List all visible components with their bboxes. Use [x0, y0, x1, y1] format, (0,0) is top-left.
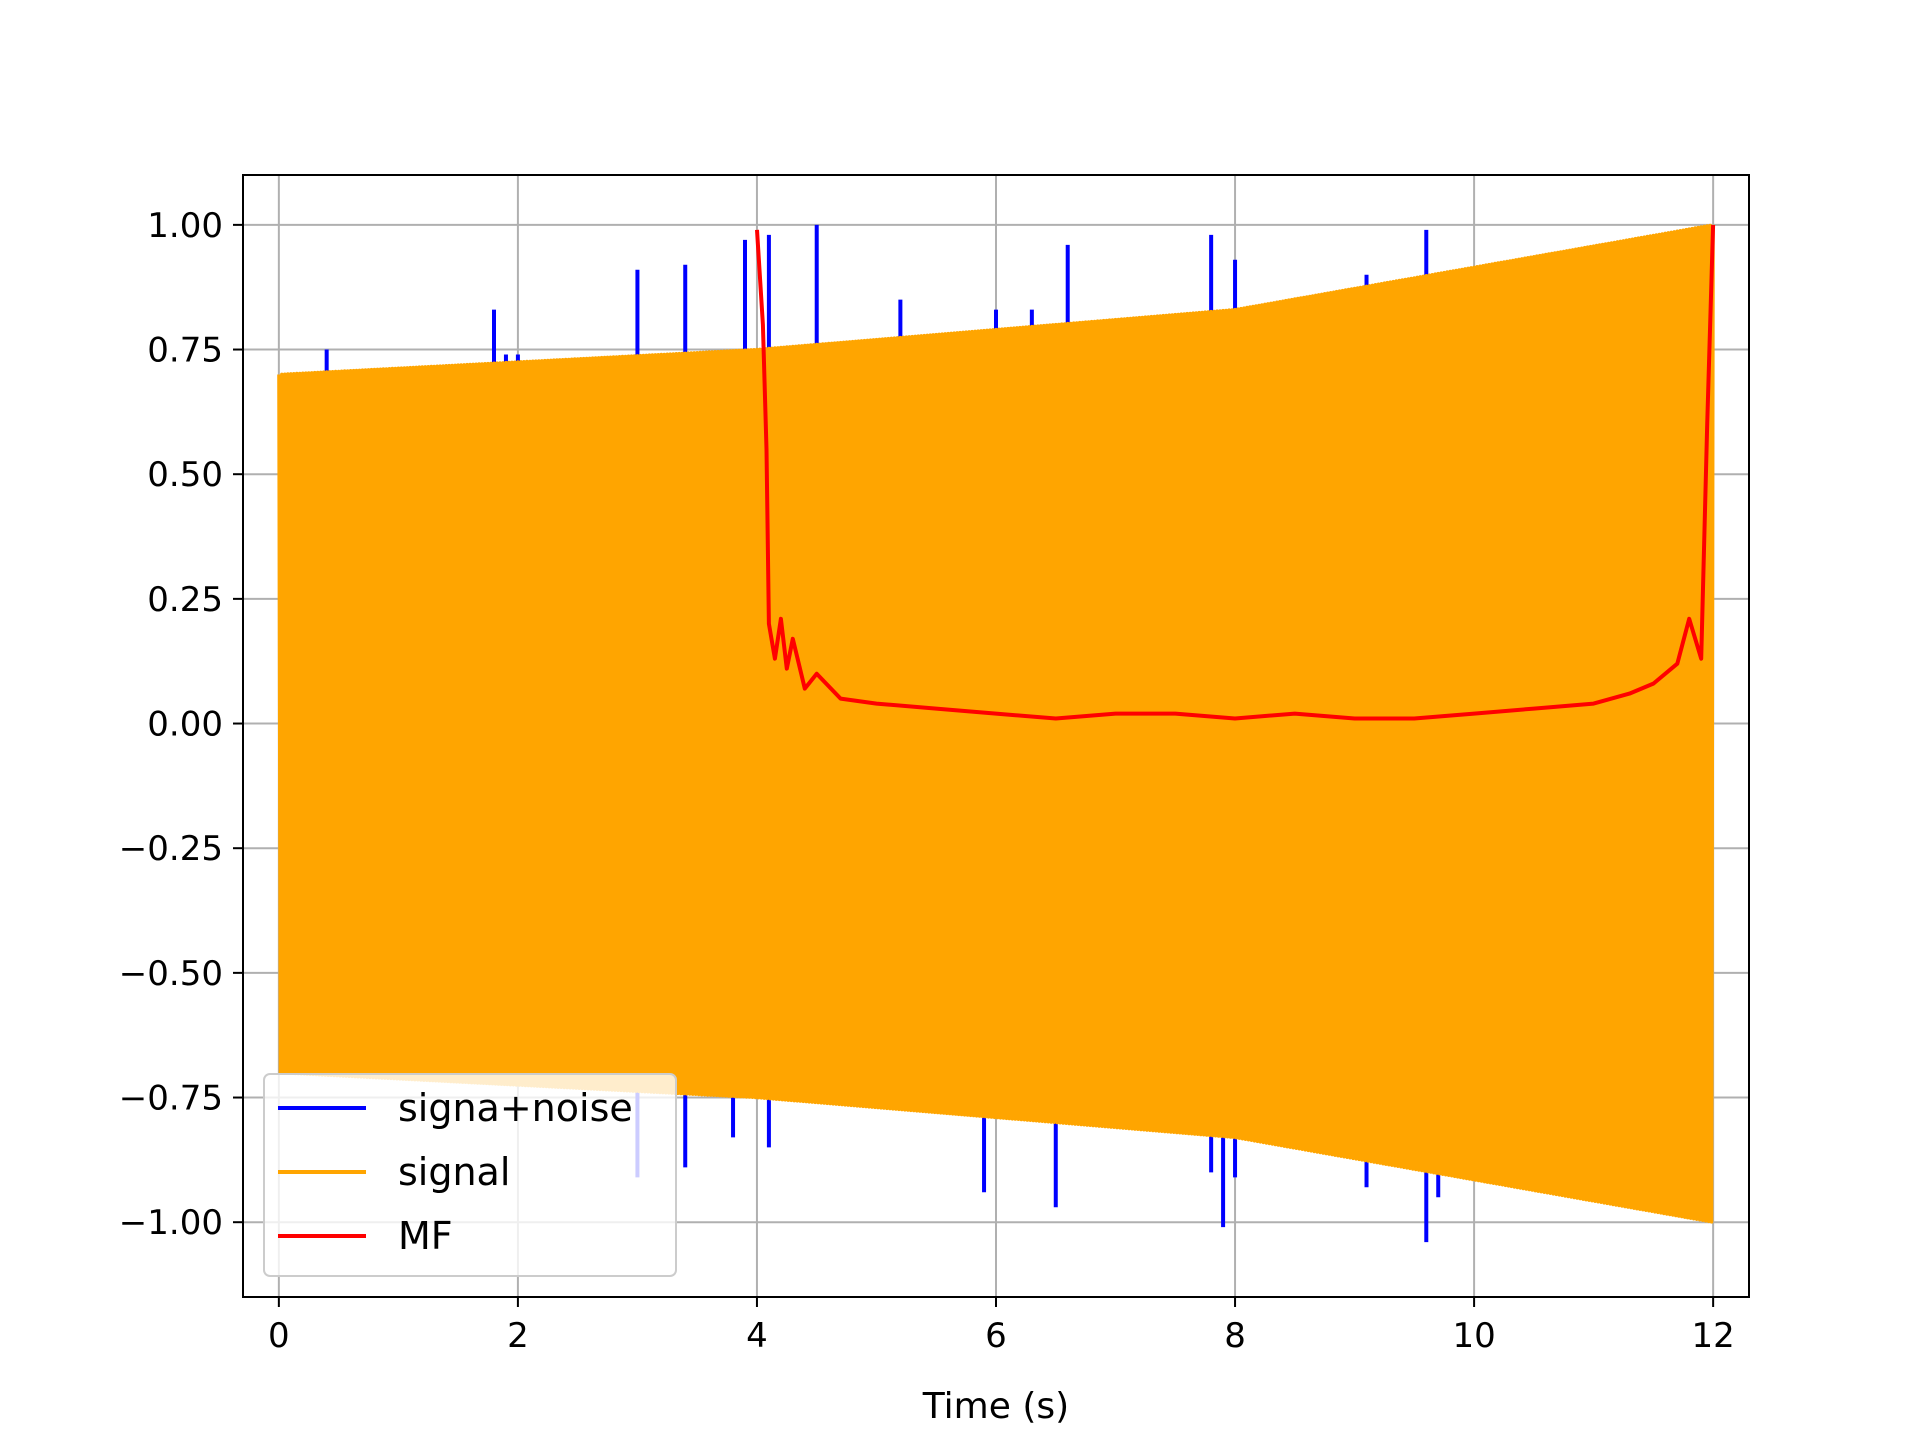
series-mf-line	[755, 224, 1716, 721]
legend-label: MF	[398, 1214, 453, 1258]
y-tick-label: 0.25	[147, 580, 223, 620]
y-tick-label: 0.75	[147, 331, 223, 371]
x-axis-label: Time (s)	[922, 1386, 1069, 1427]
legend-label: signa+noise	[398, 1086, 633, 1130]
series-signal-line	[277, 223, 1715, 1224]
x-tick-label: 2	[507, 1316, 529, 1356]
y-tick-label: 1.00	[147, 206, 223, 246]
x-tick-label: 6	[985, 1316, 1007, 1356]
y-tick-label: 0.00	[147, 705, 223, 745]
legend: signa+noise signal MF	[263, 1073, 677, 1277]
y-tick-label: −1.00	[119, 1203, 223, 1243]
axis-ticks: 0 2 4 6 8 10 12 −1.00 −0.75 −0.50 −0.25 0.00 0.25 0.5…	[119, 206, 1735, 1356]
y-tick-label: −0.75	[119, 1079, 223, 1119]
x-tick-label: 12	[1692, 1316, 1735, 1356]
x-tick-label: 4	[746, 1316, 768, 1356]
plot-area	[277, 223, 1716, 1243]
x-tick-label: 10	[1452, 1316, 1495, 1356]
y-tick-label: −0.50	[119, 954, 223, 994]
legend-label: signal	[398, 1150, 510, 1194]
x-tick-label: 8	[1224, 1316, 1246, 1356]
legend-box	[263, 1073, 677, 1277]
y-tick-label: −0.25	[119, 829, 223, 869]
y-tick-label: 0.50	[147, 455, 223, 495]
x-tick-label: 0	[268, 1316, 290, 1356]
